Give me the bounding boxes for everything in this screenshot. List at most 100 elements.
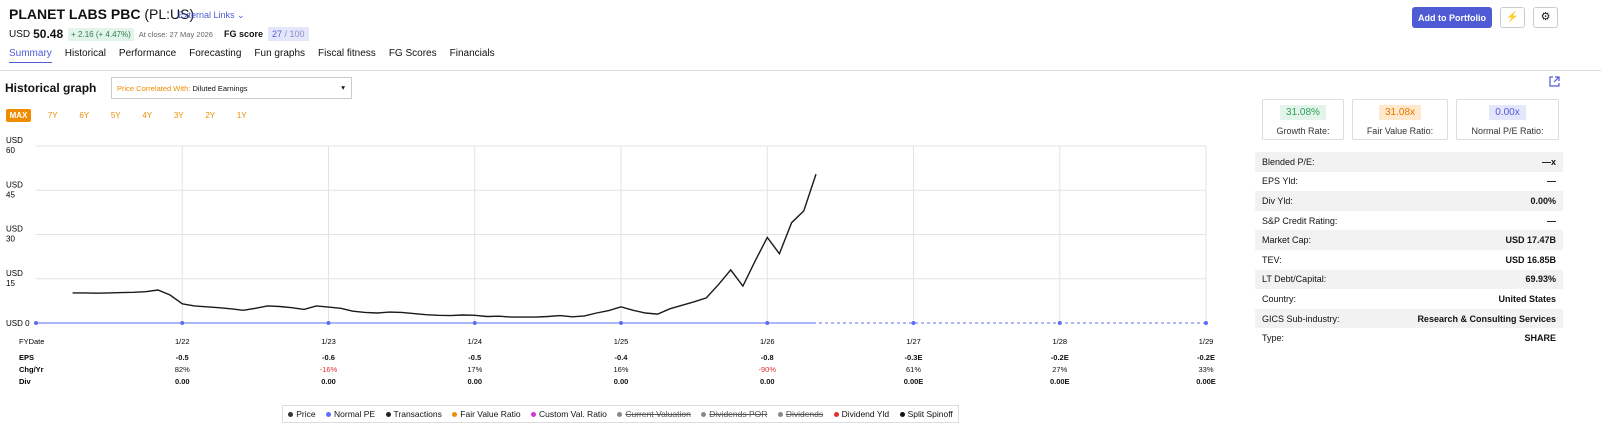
stat-label: Div Yld:: [1262, 195, 1293, 206]
stat-label: S&P Credit Rating:: [1262, 215, 1338, 226]
table-cell: 0.00: [467, 377, 482, 386]
y-tick-label: USD 15: [6, 269, 25, 288]
add-to-portfolio[interactable]: Add to Portfolio: [1412, 7, 1492, 28]
normal-pe-point: [326, 321, 331, 325]
tab[interactable]: Financials: [449, 48, 495, 59]
table-cell: 61%: [906, 365, 921, 374]
legend-swatch: [452, 412, 458, 418]
open-external[interactable]: [1549, 76, 1560, 87]
legend-label: Split Spinoff: [907, 409, 953, 419]
tab[interactable]: Forecasting: [189, 48, 242, 59]
correlation-select[interactable]: Price Correlated With: Diluted Earnings ▾: [111, 77, 352, 99]
metric-value: 0.00x: [1489, 105, 1526, 120]
legend-label: Current Valuation: [625, 409, 691, 419]
price-row: USD 50.48 + 2.16 (+ 4.47%) At close: 27 …: [9, 27, 309, 41]
y-tick-number: 60: [6, 146, 15, 155]
legend-swatch: [385, 412, 391, 418]
legend-label: Transactions: [393, 409, 442, 419]
range-button[interactable]: 4Y: [142, 111, 153, 120]
stat-value: —: [1547, 215, 1556, 226]
tab[interactable]: Performance: [118, 48, 177, 59]
range-button[interactable]: 2Y: [205, 111, 216, 120]
table-cell: -0.3E: [905, 353, 923, 362]
range-button[interactable]: 5Y: [110, 111, 121, 120]
external-links[interactable]: External Links ⌄: [178, 10, 245, 20]
stat-value: USD 17.47B: [1505, 235, 1556, 246]
legend-item[interactable]: Transactions: [385, 409, 442, 419]
correlation-value: Diluted Earnings: [192, 84, 248, 93]
y-tick-label: USD 0: [6, 319, 30, 328]
table-cell: -16%: [320, 365, 338, 374]
legend-item[interactable]: Dividends POR: [701, 409, 767, 419]
range-button[interactable]: 7Y: [47, 111, 58, 120]
legend-item[interactable]: Fair Value Ratio: [452, 409, 521, 419]
stat-label: Type:: [1262, 333, 1285, 344]
table-cell: 82%: [175, 365, 190, 374]
tab[interactable]: Summary: [9, 48, 52, 63]
range-button[interactable]: 1Y: [236, 111, 247, 120]
legend-label: Normal PE: [334, 409, 376, 419]
close-date: At close: 27 May 2026: [138, 29, 213, 39]
table-cell: -0.2E: [1197, 353, 1215, 362]
tab[interactable]: Historical: [64, 48, 106, 59]
correlation-label: Price Correlated With:: [117, 84, 191, 93]
normal-pe-point: [619, 321, 623, 325]
table-cell: -90%: [758, 365, 776, 374]
x-tick-label: 1/29: [1199, 337, 1214, 346]
stat-row: GICS Sub-industry: Research & Consulting …: [1255, 308, 1563, 329]
stat-value: USD 16.85B: [1505, 254, 1556, 265]
y-tick-number: 15: [6, 279, 15, 288]
x-tick-label: 1/26: [760, 337, 775, 346]
legend-swatch: [899, 412, 905, 418]
stat-row: LT Debt/Capital: 69.93%: [1255, 269, 1563, 290]
legend-item[interactable]: Price: [288, 409, 316, 419]
legend-label: Dividends POR: [709, 409, 768, 419]
table-cell: -0.4: [615, 353, 629, 362]
tab[interactable]: Fun graphs: [254, 48, 306, 59]
settings-button[interactable]: ⚙: [1533, 7, 1558, 28]
range-button[interactable]: MAX: [6, 109, 31, 122]
normal-pe-point: [1204, 321, 1208, 325]
table-row-label: Div: [19, 377, 32, 386]
tab[interactable]: Fiscal fitness: [318, 48, 376, 59]
company: PLANET LABS PBC (PL:US): [9, 6, 194, 22]
stat-value: SHARE: [1524, 333, 1556, 344]
stat-row: Type: SHARE: [1255, 328, 1563, 348]
legend-item[interactable]: Dividend Yld: [833, 409, 889, 419]
stat-row: Div Yld: 0.00%: [1255, 191, 1563, 211]
normal-pe-point: [911, 321, 916, 325]
table-header-label: FYDate: [19, 337, 44, 346]
legend-item[interactable]: Split Spinoff: [899, 409, 953, 419]
tab[interactable]: FG Scores: [388, 48, 437, 59]
legend-swatch: [701, 412, 707, 418]
y-tick-label: USD 30: [6, 225, 25, 244]
quick-button[interactable]: ⚡: [1500, 7, 1525, 28]
legend-item[interactable]: Current Valuation: [617, 409, 691, 419]
metric-value: 31.08%: [1280, 105, 1326, 120]
range-buttons: MAX 7Y 6Y 5Y 4Y 3Y 2Y 1Y: [6, 109, 258, 122]
legend-item[interactable]: Custom Val. Ratio: [531, 409, 607, 419]
legend-swatch: [326, 412, 331, 418]
series-line: [72, 173, 817, 318]
legend-label: Custom Val. Ratio: [539, 409, 607, 419]
table-cell: 27%: [1052, 365, 1067, 374]
legend-item[interactable]: Normal PE: [326, 409, 375, 419]
table-cell: 0.00: [321, 377, 336, 386]
y-tick-number: 30: [6, 235, 15, 244]
legend-item[interactable]: Dividends: [777, 409, 823, 419]
external-links-label[interactable]: External Links: [178, 10, 235, 20]
table-cell: 17%: [467, 365, 482, 374]
x-tick-label: 1/22: [175, 337, 190, 346]
stat-value: —: [1547, 176, 1556, 187]
stat-row: EPS Yld: —: [1255, 171, 1563, 192]
metric-card: 0.00x Normal P/E Ratio:: [1456, 99, 1559, 140]
stat-row: Blended P/E: —x: [1255, 152, 1563, 172]
range-button[interactable]: 3Y: [173, 111, 184, 120]
stat-row: Country: United States: [1255, 289, 1563, 309]
range-button[interactable]: 6Y: [79, 111, 90, 120]
stat-label: EPS Yld:: [1262, 176, 1298, 187]
table-cell: -0.6: [322, 353, 335, 362]
table-cell: 0.00E: [1196, 377, 1216, 386]
table-cell: -0.8: [761, 353, 774, 362]
